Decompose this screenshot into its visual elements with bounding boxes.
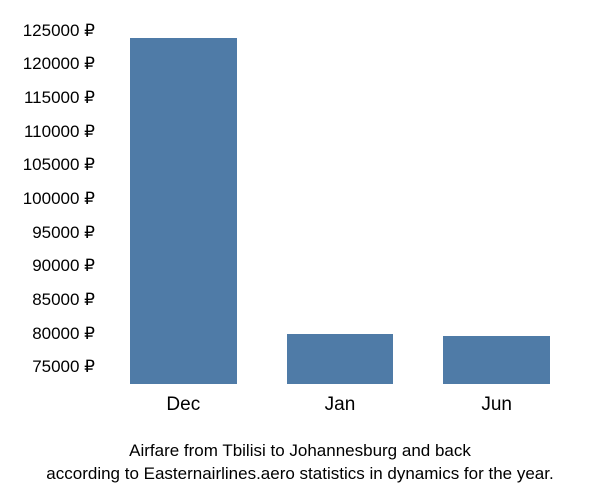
airfare-bar-chart: 75000 ₽ 80000 ₽ 85000 ₽ 90000 ₽ 95000 ₽ 10000… [0,0,600,500]
bar [287,334,394,384]
plot-area: 75000 ₽80000 ₽85000 ₽90000 ₽95000 ₽10000… [105,14,575,384]
bar [443,336,550,384]
y-axis-tick-label: 95000 ₽ [32,223,105,243]
x-axis-tick-label: Jan [325,384,356,416]
y-axis-tick-label: 110000 ₽ [24,122,105,142]
caption-line-2: according to Easternairlines.aero statis… [46,464,553,483]
y-axis-tick-label: 80000 ₽ [32,324,105,344]
y-axis-tick-label: 75000 ₽ [32,357,105,377]
chart-caption: Airfare from Tbilisi to Johannesburg and… [0,440,600,486]
y-axis-tick-label: 85000 ₽ [32,290,105,310]
x-axis-tick-label: Dec [166,384,200,416]
y-axis-tick-label: 100000 ₽ [23,189,105,209]
caption-line-1: Airfare from Tbilisi to Johannesburg and… [129,441,471,460]
y-axis-tick-label: 120000 ₽ [23,54,105,74]
y-axis-tick-label: 90000 ₽ [32,256,105,276]
bar [130,38,237,384]
y-axis-tick-label: 105000 ₽ [23,155,105,175]
x-axis-tick-label: Jun [481,384,512,416]
y-axis-tick-label: 115000 ₽ [24,88,105,108]
y-axis-tick-label: 125000 ₽ [23,21,105,41]
